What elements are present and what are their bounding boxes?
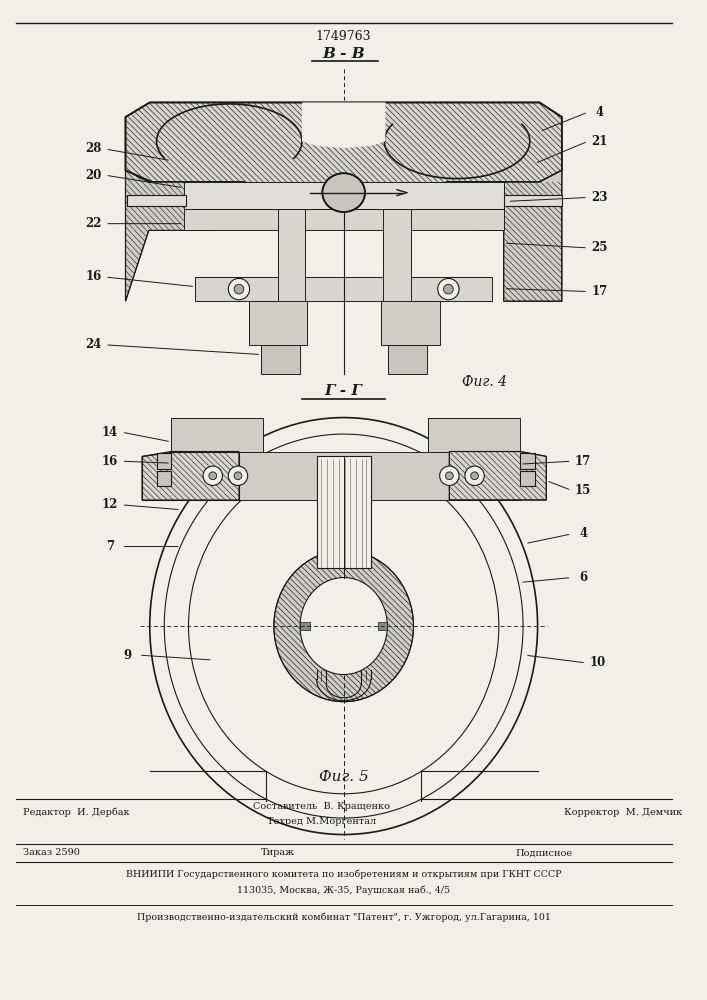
Polygon shape	[126, 170, 213, 301]
Circle shape	[228, 278, 250, 300]
Polygon shape	[262, 345, 300, 374]
Ellipse shape	[322, 173, 365, 212]
Text: 16: 16	[86, 270, 102, 283]
Text: 1749763: 1749763	[316, 30, 371, 43]
Text: 9: 9	[124, 649, 132, 662]
Bar	[156, 453, 171, 469]
Bar	[300, 622, 310, 630]
Text: Составитель  В. Кращенко: Составитель В. Кращенко	[253, 802, 390, 811]
Bar	[278, 209, 305, 340]
Circle shape	[440, 466, 459, 485]
Text: 4: 4	[595, 106, 604, 119]
Ellipse shape	[322, 173, 365, 212]
Ellipse shape	[164, 434, 523, 818]
Text: Подписное: Подписное	[515, 848, 573, 857]
Bar	[127, 195, 186, 206]
Text: 17: 17	[575, 455, 591, 468]
Polygon shape	[126, 102, 562, 206]
Circle shape	[209, 472, 216, 480]
Polygon shape	[278, 209, 305, 340]
Polygon shape	[171, 452, 520, 500]
Circle shape	[234, 284, 244, 294]
Polygon shape	[195, 277, 492, 301]
Bar	[171, 418, 263, 452]
Bar	[184, 209, 503, 230]
Bar	[249, 301, 307, 345]
Text: Фиг. 5: Фиг. 5	[319, 770, 368, 784]
Text: 4: 4	[579, 527, 588, 540]
Polygon shape	[126, 102, 562, 206]
Text: 7: 7	[106, 540, 114, 553]
Bar	[195, 277, 492, 301]
Bar	[428, 418, 520, 452]
Polygon shape	[450, 452, 547, 500]
Text: Тираж: Тираж	[261, 848, 295, 857]
Text: 12: 12	[102, 498, 118, 511]
Bar	[383, 209, 411, 340]
Ellipse shape	[274, 550, 414, 702]
Text: 24: 24	[86, 338, 102, 351]
Text: Редактор  И. Дербак: Редактор И. Дербак	[23, 807, 129, 817]
Text: 22: 22	[86, 217, 102, 230]
Polygon shape	[126, 170, 213, 301]
Text: 113035, Москва, Ж-35, Раушская наб., 4/5: 113035, Москва, Ж-35, Раушская наб., 4/5	[237, 885, 450, 895]
Text: 16: 16	[102, 455, 118, 468]
Text: 23: 23	[591, 191, 608, 204]
Text: ВНИИПИ Государственного комитета по изобретениям и открытиям при ГКНТ СССР: ВНИИПИ Государственного комитета по изоб…	[126, 870, 561, 879]
Polygon shape	[249, 301, 307, 345]
Bar	[171, 452, 520, 500]
Text: Техред М.Моргентал: Техред М.Моргентал	[267, 817, 376, 826]
Bar	[378, 622, 387, 630]
Text: 17: 17	[592, 285, 608, 298]
Text: 28: 28	[86, 142, 102, 155]
Circle shape	[465, 466, 484, 485]
Text: 20: 20	[86, 169, 102, 182]
Polygon shape	[171, 418, 263, 452]
Ellipse shape	[300, 578, 387, 675]
Text: 21: 21	[592, 135, 608, 148]
Bar	[184, 182, 503, 209]
Bar	[317, 456, 370, 568]
Text: Производственно-издательский комбинат "Патент", г. Ужгород, ул.Гагарина, 101: Производственно-издательский комбинат "П…	[136, 912, 551, 922]
Ellipse shape	[150, 418, 537, 835]
Polygon shape	[184, 182, 503, 209]
Polygon shape	[388, 345, 427, 374]
Polygon shape	[428, 418, 520, 452]
Circle shape	[438, 278, 459, 300]
Text: 15: 15	[575, 484, 591, 497]
Circle shape	[471, 472, 479, 480]
Bar	[262, 345, 300, 374]
Polygon shape	[184, 209, 503, 230]
Text: 6: 6	[579, 571, 588, 584]
Circle shape	[234, 472, 242, 480]
Text: Заказ 2590: Заказ 2590	[23, 848, 80, 857]
Text: Корректор  М. Демчик: Корректор М. Демчик	[563, 808, 682, 817]
Bar	[503, 195, 562, 206]
Text: 14: 14	[102, 426, 118, 439]
Polygon shape	[142, 452, 239, 500]
Polygon shape	[450, 452, 547, 500]
Bar	[382, 301, 440, 345]
Bar	[520, 453, 534, 469]
Text: Г - Г: Г - Г	[325, 384, 363, 398]
Bar	[388, 345, 427, 374]
Text: 25: 25	[592, 241, 608, 254]
Circle shape	[445, 472, 453, 480]
Bar	[520, 471, 534, 486]
Text: 10: 10	[590, 656, 606, 669]
Circle shape	[443, 284, 453, 294]
Circle shape	[228, 466, 247, 485]
Polygon shape	[302, 102, 385, 148]
Ellipse shape	[189, 458, 499, 794]
Text: В - В: В - В	[322, 47, 365, 61]
Text: Фиг. 4: Фиг. 4	[462, 375, 507, 389]
Circle shape	[203, 466, 223, 485]
Polygon shape	[142, 452, 239, 500]
Ellipse shape	[274, 550, 414, 702]
Polygon shape	[477, 170, 562, 301]
Polygon shape	[383, 209, 411, 340]
Polygon shape	[382, 301, 440, 345]
Polygon shape	[477, 170, 562, 301]
Bar	[156, 471, 171, 486]
